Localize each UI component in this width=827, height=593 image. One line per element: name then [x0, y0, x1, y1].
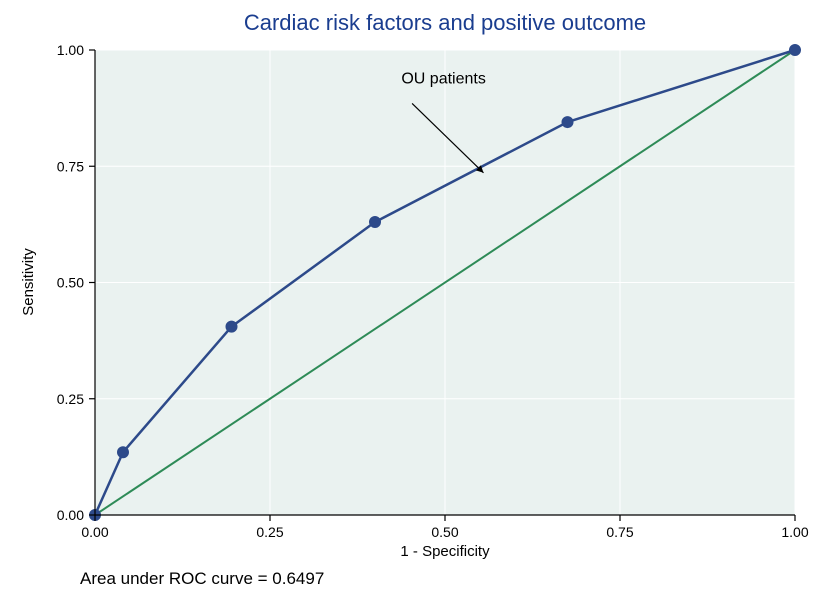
roc-marker	[790, 45, 801, 56]
x-tick-label: 1.00	[781, 524, 808, 540]
y-tick-label: 1.00	[57, 42, 84, 58]
y-tick-label: 0.50	[57, 275, 84, 291]
x-tick-label: 0.00	[81, 524, 108, 540]
x-tick-label: 0.25	[256, 524, 283, 540]
x-tick-label: 0.75	[606, 524, 633, 540]
x-tick-label: 0.50	[431, 524, 458, 540]
roc-marker	[370, 217, 381, 228]
annotation-label: OU patients	[401, 70, 485, 87]
roc-marker	[226, 321, 237, 332]
roc-chart: 0.00 0.25 0.50 0.75 1.00 0.00 0.25 0.50 0.75 1.00…	[0, 0, 827, 593]
y-axis-label: Sensitivity	[20, 248, 37, 316]
x-axis-label: 1 - Specificity	[400, 543, 490, 560]
chart-caption: Area under ROC curve = 0.6497	[80, 569, 324, 588]
y-tick-label: 0.25	[57, 391, 84, 407]
roc-marker	[562, 117, 573, 128]
y-tick-label: 0.00	[57, 507, 84, 523]
y-tick-label: 0.75	[57, 158, 84, 174]
chart-title: Cardiac risk factors and positive outcom…	[244, 10, 646, 35]
roc-marker	[118, 447, 129, 458]
